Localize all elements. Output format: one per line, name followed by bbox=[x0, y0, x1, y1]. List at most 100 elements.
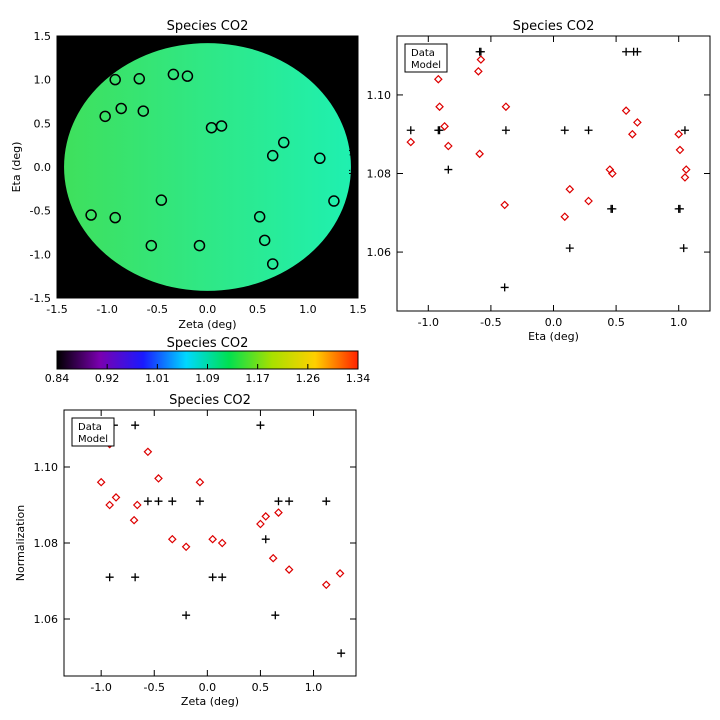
zeta-model-point bbox=[274, 508, 283, 517]
eta-x-tick-label: 0.5 bbox=[607, 316, 625, 329]
map-x-tick-label: -0.5 bbox=[147, 303, 168, 316]
zeta-data-point bbox=[322, 497, 331, 506]
eta-data-point bbox=[633, 47, 642, 56]
zeta-model-point bbox=[217, 538, 227, 548]
eta-model-point bbox=[560, 212, 570, 222]
zeta-model-point bbox=[129, 515, 139, 525]
eta-data-point bbox=[584, 126, 593, 135]
zeta-data-point bbox=[271, 611, 280, 620]
zeta-model-point bbox=[154, 474, 163, 483]
map-y-tick-label: -1.5 bbox=[30, 292, 51, 305]
eta-data-point bbox=[675, 204, 684, 213]
eta-model-point bbox=[680, 173, 690, 182]
colorbar-tick-label: 0.92 bbox=[95, 372, 120, 385]
map-point bbox=[109, 73, 121, 86]
eta-y-tick-label: 1.06 bbox=[367, 246, 392, 259]
map-title: Species CO2 bbox=[167, 19, 249, 34]
map-x-tick-label: 1.0 bbox=[299, 303, 317, 316]
eta-frame bbox=[396, 35, 711, 312]
colorbar-title: Species CO2 bbox=[167, 336, 249, 351]
eta-x-tick-label: -1.0 bbox=[418, 316, 439, 329]
zeta-data-point bbox=[261, 535, 270, 544]
zeta-model-point bbox=[261, 512, 271, 521]
eta-y-tick-label: 1.08 bbox=[367, 168, 392, 181]
eta-title: Species CO2 bbox=[513, 19, 595, 34]
eta-model-point bbox=[443, 141, 453, 151]
zeta-data-point bbox=[131, 573, 140, 582]
eta-model-point bbox=[406, 137, 416, 147]
zeta-data-point bbox=[218, 573, 227, 582]
eta-data-point bbox=[622, 47, 631, 56]
map-x-tick-label: -1.5 bbox=[46, 303, 67, 316]
eta-model-point bbox=[681, 165, 691, 174]
eta-model-point bbox=[675, 145, 685, 155]
zeta-data-point bbox=[154, 497, 163, 506]
zeta-legend-data: Data bbox=[78, 422, 102, 433]
zeta-model-point bbox=[105, 500, 115, 510]
eta-data-point bbox=[500, 283, 509, 292]
zeta-y-tick-label: 1.06 bbox=[34, 613, 59, 626]
zeta-y-tick-label: 1.10 bbox=[34, 461, 59, 474]
eta-model-point bbox=[500, 200, 510, 210]
eta-model-point bbox=[433, 74, 443, 84]
map-y-tick-label: -1.0 bbox=[30, 248, 51, 261]
zeta-x-tick-label: 1.0 bbox=[305, 681, 323, 694]
eta-ylabel: Normalization bbox=[347, 135, 360, 211]
colorbar-tick-label: 1.26 bbox=[296, 372, 321, 385]
map-point bbox=[266, 258, 279, 270]
map-x-tick-label: -1.0 bbox=[96, 303, 117, 316]
map-point bbox=[253, 211, 266, 223]
map-point bbox=[145, 239, 158, 252]
zeta-model-point bbox=[208, 534, 218, 544]
zeta-legend-model: Model bbox=[78, 434, 108, 445]
eta-model-point bbox=[628, 129, 637, 139]
zeta-data-point bbox=[274, 497, 283, 506]
map-point bbox=[115, 102, 127, 115]
map-point bbox=[314, 152, 326, 165]
zeta-model-point bbox=[132, 500, 142, 510]
zeta-y-tick-label: 1.08 bbox=[34, 537, 59, 550]
map-disk bbox=[64, 43, 351, 291]
colorbar-tick-label: 1.09 bbox=[195, 372, 220, 385]
zeta-model-point bbox=[195, 477, 205, 487]
map-point bbox=[215, 120, 228, 132]
eta-model-point bbox=[475, 149, 484, 159]
map-point bbox=[99, 110, 111, 123]
zeta-title: Species CO2 bbox=[169, 393, 251, 408]
eta-model-point bbox=[584, 196, 593, 206]
map-point bbox=[155, 194, 168, 206]
eta-model-point bbox=[474, 67, 483, 76]
colorbar-tick-label: 0.84 bbox=[45, 372, 70, 385]
eta-y-tick-label: 1.10 bbox=[367, 89, 392, 102]
map-point bbox=[85, 209, 97, 221]
zeta-model-point bbox=[335, 569, 345, 578]
zeta-data-point bbox=[256, 421, 265, 430]
zeta-model-point bbox=[143, 447, 153, 457]
eta-data-point bbox=[444, 165, 453, 174]
eta-model-point bbox=[435, 102, 444, 112]
map-point bbox=[137, 105, 150, 117]
eta-model-point bbox=[633, 118, 642, 127]
eta-data-point bbox=[501, 126, 510, 135]
zeta-model-point bbox=[167, 534, 177, 544]
eta-data-point bbox=[475, 47, 484, 56]
map-y-tick-label: 0.0 bbox=[34, 161, 52, 174]
map-point bbox=[167, 68, 180, 81]
eta-model-point bbox=[674, 129, 684, 139]
zeta-model-point bbox=[284, 565, 294, 574]
zeta-data-point bbox=[168, 497, 177, 506]
colorbar-tick-label: 1.34 bbox=[346, 372, 371, 385]
map-ylabel: Eta (deg) bbox=[10, 142, 23, 193]
map-point bbox=[328, 195, 340, 207]
eta-data-point bbox=[680, 126, 689, 135]
eta-data-point bbox=[607, 204, 616, 213]
zeta-data-point bbox=[182, 611, 191, 620]
map-x-tick-label: 1.5 bbox=[349, 303, 367, 316]
map-point bbox=[109, 211, 121, 224]
zeta-model-point bbox=[268, 553, 278, 563]
zeta-xlabel: Zeta (deg) bbox=[181, 695, 239, 708]
zeta-data-point bbox=[195, 497, 204, 506]
zeta-model-point bbox=[321, 580, 331, 590]
map-y-tick-label: 1.5 bbox=[34, 30, 52, 43]
